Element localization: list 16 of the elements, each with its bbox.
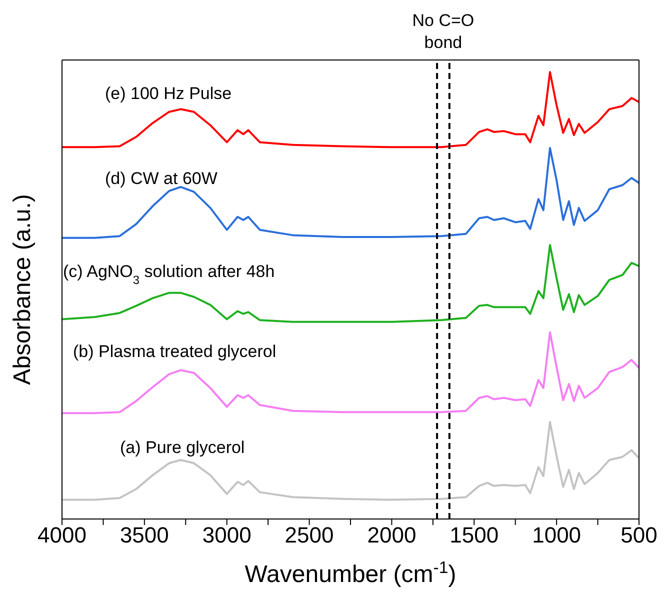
x-tick-label: 1500 [450,522,499,548]
x-tick-label: 500 [620,522,658,548]
x-tick-label: 1000 [532,522,582,548]
y-axis-title: Absorbance (a.u.) [9,194,36,385]
series-label: (a) Pure glycerol [120,438,245,457]
x-tick-label: 2000 [367,522,416,548]
x-tick-label: 2500 [284,522,334,548]
x-tick-label: 4000 [38,522,86,548]
series-label: (e) 100 Hz Pulse [105,84,232,104]
text: No C=O bond [411,10,476,54]
x-tick-label: 3500 [120,522,169,548]
x-axis-title: Wavenumber (cm$^{-1}$) [244,558,456,588]
series-label: (c) AgNO$_{3}$ solution after 48h [63,262,275,288]
x-tick-label: 3000 [202,522,252,548]
series-label: (d) CW at 60W [105,168,218,188]
series-label: (b) Plasma treated glycerol [73,342,276,362]
